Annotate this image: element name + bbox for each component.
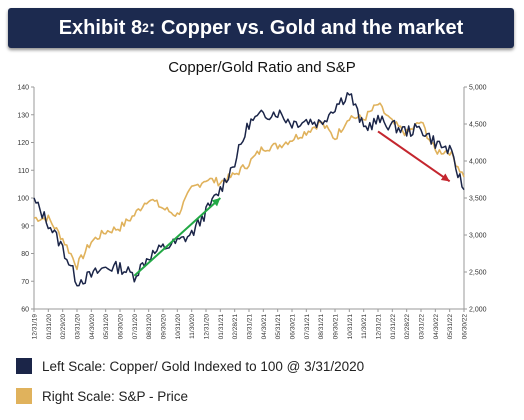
x-tick-label: 04/30/20	[89, 314, 96, 340]
series-line-sp	[33, 102, 465, 271]
x-tick-label: 04/30/22	[433, 314, 440, 340]
x-tick-label: 01/31/21	[218, 314, 225, 340]
x-tick-label: 12/31/20	[204, 314, 211, 340]
y-right-tick-label: 3,500	[469, 196, 487, 203]
x-tick-label: 09/30/21	[333, 314, 340, 340]
downtrend-arrow-shaft	[377, 130, 451, 183]
x-tick-label: 12/31/21	[376, 314, 383, 340]
x-tick-label: 05/31/22	[447, 314, 454, 340]
downtrend-arrow-head	[440, 173, 450, 182]
x-tick-label: 12/31/19	[32, 314, 39, 340]
y-right-tick-label: 4,000	[469, 159, 487, 166]
y-left-tick-label: 70	[21, 279, 29, 286]
annotation-layer	[133, 130, 451, 277]
axes-layer: 60 70 80 90 100 110 120 130 140 2,000 2,500 3,000 3,…	[17, 85, 486, 340]
x-tick-label: 11/30/20	[189, 314, 196, 339]
x-tick-label: 02/28/22	[404, 314, 411, 340]
x-tick-label: 06/30/20	[118, 314, 125, 340]
y-right-tick-label: 4,500	[469, 122, 487, 129]
legend-item-copper-gold: Left Scale: Copper/ Gold Indexed to 100 …	[16, 358, 364, 374]
y-right-tick-label: 2,000	[469, 307, 487, 314]
y-left-tick-label: 110	[18, 168, 29, 175]
x-tick-label: 03/31/20	[75, 314, 82, 340]
x-tick-label: 01/31/20	[46, 314, 53, 340]
exhibit-title-main: Exhibit 8	[58, 16, 143, 39]
y-right-tick-label: 2,500	[469, 270, 487, 277]
legend-label-sp: Right Scale: S&P - Price	[42, 388, 189, 404]
y-left-tick-label: 80	[21, 251, 29, 258]
x-tick-label: 06/30/22	[462, 314, 469, 340]
x-tick-label: 11/30/21	[361, 314, 368, 339]
series-layer	[33, 92, 465, 287]
x-tick-label: 04/30/21	[261, 314, 268, 340]
y-left-tick-label: 120	[17, 140, 29, 147]
x-tick-label: 07/31/20	[132, 314, 139, 340]
uptrend-arrow-shaft	[133, 197, 222, 277]
x-tick-label: 08/31/21	[318, 314, 325, 340]
x-tick-label: 10/31/21	[347, 314, 354, 340]
x-tick-label: 07/31/21	[304, 314, 311, 340]
legend-swatch-sp	[16, 388, 32, 404]
x-tick-label: 01/31/22	[390, 314, 397, 340]
legend-swatch-copper-gold	[16, 358, 32, 374]
x-tick-label: 10/31/20	[175, 314, 182, 340]
chart-title: Copper/Gold Ratio and S&P	[168, 59, 356, 76]
x-tick-label: 05/31/21	[275, 314, 282, 340]
y-left-tick-label: 100	[17, 196, 29, 203]
y-left-tick-label: 140	[17, 85, 29, 92]
x-tick-label: 02/29/20	[60, 314, 67, 340]
copper-gold-sp-chart: Copper/Gold Ratio and S&P 60 70 80 90 100 110…	[17, 59, 486, 340]
x-tick-label: 09/30/20	[161, 314, 168, 340]
series-line-copper-gold	[33, 92, 465, 287]
y-left-tick-label: 60	[21, 307, 29, 314]
uptrend-arrow-head	[211, 198, 221, 207]
x-tick-label: 03/31/21	[247, 314, 254, 340]
exhibit-title-rest: : Copper vs. Gold and the market	[148, 16, 464, 39]
y-right-tick-label: 3,000	[469, 233, 487, 240]
x-tick-label: 02/28/21	[232, 314, 239, 340]
x-tick-label: 08/31/20	[146, 314, 153, 340]
y-left-tick-label: 130	[17, 112, 29, 119]
legend-label-copper-gold: Left Scale: Copper/ Gold Indexed to 100 …	[42, 358, 365, 374]
x-tick-label: 03/31/22	[419, 314, 426, 340]
y-left-tick-label: 90	[21, 223, 29, 230]
y-right-tick-label: 5,000	[469, 85, 487, 92]
legend-item-sp: Right Scale: S&P - Price	[16, 388, 188, 404]
x-tick-label: 05/31/20	[103, 314, 110, 340]
x-tick-label: 06/30/21	[290, 314, 297, 340]
